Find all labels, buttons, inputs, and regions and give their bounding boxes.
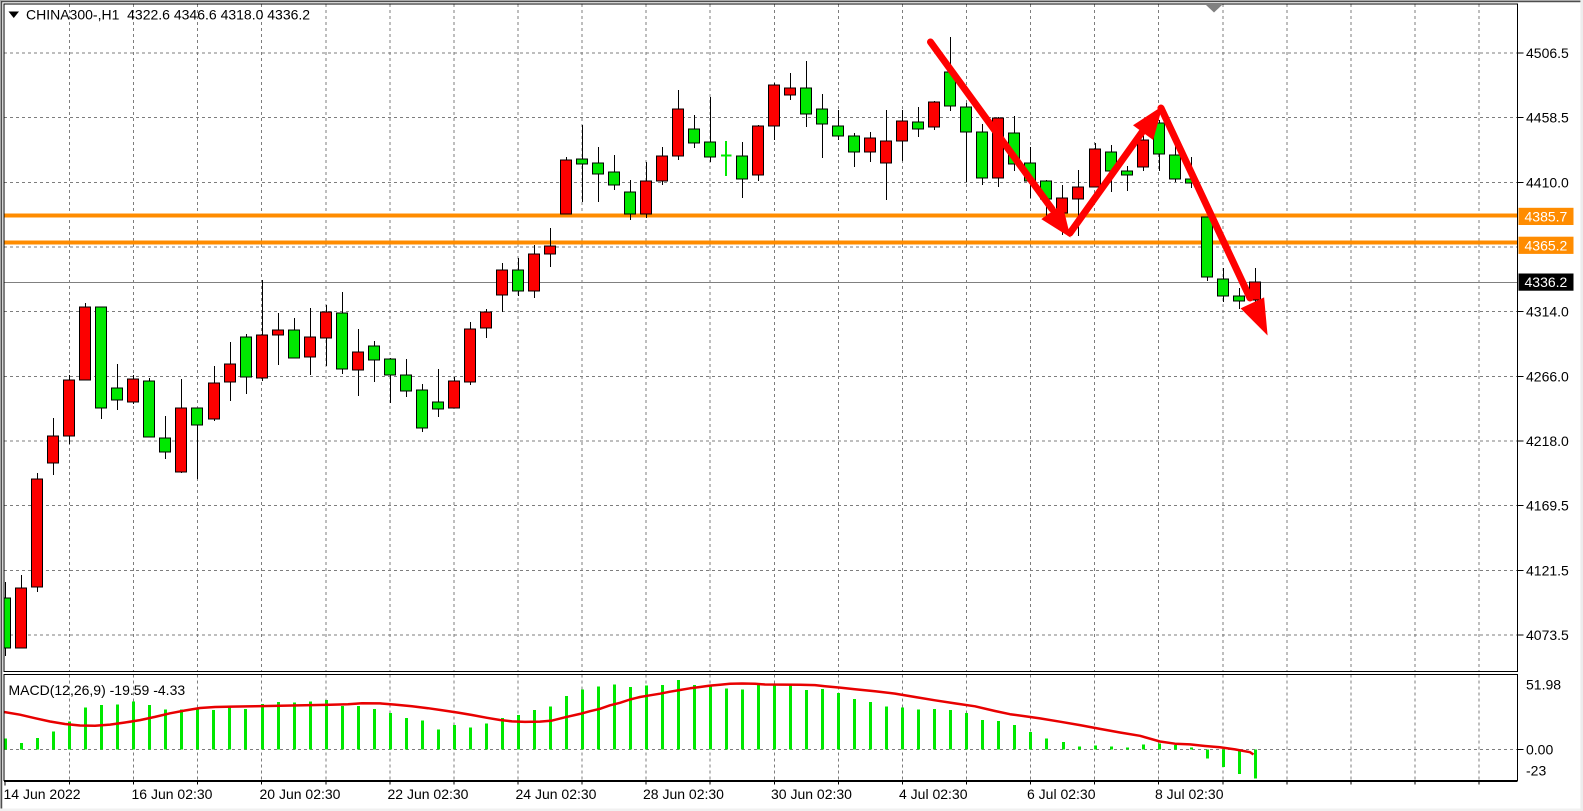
svg-text:4410.0: 4410.0 bbox=[1526, 174, 1569, 190]
svg-text:4458.5: 4458.5 bbox=[1526, 110, 1569, 126]
svg-text:4169.5: 4169.5 bbox=[1526, 498, 1569, 514]
svg-text:14 Jun 2022: 14 Jun 2022 bbox=[4, 786, 81, 802]
svg-text:16 Jun 02:30: 16 Jun 02:30 bbox=[132, 786, 213, 802]
svg-text:4365.2: 4365.2 bbox=[1525, 237, 1568, 253]
svg-text:8 Jul 02:30: 8 Jul 02:30 bbox=[1155, 786, 1224, 802]
svg-text:28 Jun 02:30: 28 Jun 02:30 bbox=[643, 786, 724, 802]
svg-text:4336.2: 4336.2 bbox=[1525, 274, 1568, 290]
svg-text:22 Jun 02:30: 22 Jun 02:30 bbox=[388, 786, 469, 802]
svg-text:20 Jun 02:30: 20 Jun 02:30 bbox=[260, 786, 341, 802]
svg-text:51.98: 51.98 bbox=[1526, 677, 1561, 693]
svg-text:0.00: 0.00 bbox=[1526, 741, 1553, 757]
svg-text:4218.0: 4218.0 bbox=[1526, 433, 1569, 449]
svg-text:CHINA300-,H1 4322.6 4346.6 43: CHINA300-,H1 4322.6 4346.6 4318.0 4336.2 bbox=[26, 7, 310, 23]
svg-text:4266.0: 4266.0 bbox=[1526, 368, 1569, 384]
svg-text:4073.5: 4073.5 bbox=[1526, 627, 1569, 643]
svg-text:6 Jul 02:30: 6 Jul 02:30 bbox=[1027, 786, 1096, 802]
svg-text:24 Jun 02:30: 24 Jun 02:30 bbox=[516, 786, 597, 802]
svg-text:4385.7: 4385.7 bbox=[1525, 208, 1568, 224]
svg-text:4121.5: 4121.5 bbox=[1526, 562, 1569, 578]
svg-text:-23: -23 bbox=[1526, 763, 1546, 779]
svg-text:MACD(12,26,9) -19.59 -4.33: MACD(12,26,9) -19.59 -4.33 bbox=[9, 682, 186, 698]
svg-text:4 Jul 02:30: 4 Jul 02:30 bbox=[899, 786, 968, 802]
svg-text:4506.5: 4506.5 bbox=[1526, 45, 1569, 61]
svg-text:30 Jun 02:30: 30 Jun 02:30 bbox=[771, 786, 852, 802]
svg-text:4314.0: 4314.0 bbox=[1526, 304, 1569, 320]
